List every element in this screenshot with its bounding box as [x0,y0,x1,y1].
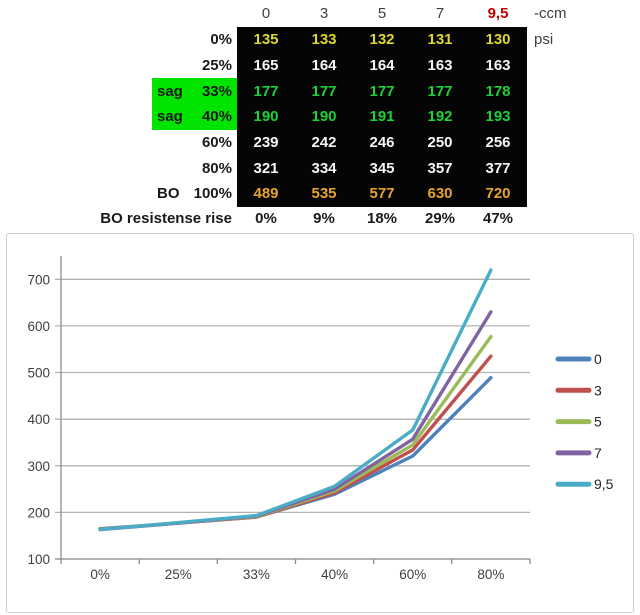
legend-item-5: 5 [555,414,602,430]
table-cell: 130 [485,31,511,49]
row-label: 0% [210,31,232,49]
table-cell: 345 [369,159,395,177]
table-row-bottom-out: BO 100% 489 535 577 630 720 [0,181,640,207]
x-tick-label: 25% [165,567,192,582]
chart-svg: 100 200 300 400 500 600 700 0% 25% 33% 40% 60% 80% 0 3… [27,256,614,582]
table-cell: 190 [311,108,337,126]
legend-item-7: 7 [555,445,602,461]
footer-cell: 9% [313,209,335,227]
table-row: 25% 165 164 164 163 163 [0,52,640,79]
x-tick-label: 0% [90,567,110,582]
table-cell: 193 [485,108,511,126]
ccm-unit-label: -ccm [534,5,567,22]
table-cell: 334 [311,159,337,177]
table-cell: 720 [485,185,511,203]
table-cell: 164 [311,57,337,75]
table-cell: 177 [311,82,337,100]
table-cell: 489 [253,185,279,203]
y-tick-label: 500 [27,366,50,381]
row-label: 60% [201,134,232,152]
table-cell: 630 [427,185,453,203]
table-cell: 177 [253,82,279,100]
column-header: 5 [377,5,387,22]
footer-cell: 0% [255,209,277,227]
row-label: 33% [201,82,232,100]
table-cell: 239 [253,134,279,152]
table-row-sag-40: sag 40% 190 190 191 192 193 [0,104,640,130]
footer-cell: 47% [482,209,514,227]
series-line-7 [98,310,493,532]
psi-unit-label: psi [534,31,554,49]
series-line-9,5 [98,268,493,532]
table-cell: 163 [485,57,511,75]
footer-cell: 29% [424,209,456,227]
column-header: 3 [319,5,329,22]
x-tick-label: 40% [321,567,348,582]
column-header: 7 [435,5,445,22]
line-chart: 100 200 300 400 500 600 700 0% 25% 33% 40% 60% 80% 0 3… [6,233,634,613]
table-cell: 190 [253,108,279,126]
table-cell: 246 [369,134,395,152]
table-cell: 256 [485,134,511,152]
table-row: 80% 321 334 345 357 377 [0,155,640,182]
row-prefix: BO [157,185,180,203]
table-cell: 377 [485,159,511,177]
legend-item-9,5: 9,5 [555,476,614,492]
table-footer-row: BO resistense rise 0% 9% 18% 29% 47% [0,207,640,230]
sag-highlight: sag 40% [152,104,237,130]
legend-label: 5 [594,414,602,430]
table-cell: 321 [253,159,279,177]
table-row-sag-33: sag 33% 177 177 177 177 178 [0,78,640,105]
legend-label: 3 [594,382,602,398]
column-header: 0 [261,5,271,22]
row-label: 25% [201,57,232,75]
table-cell: 177 [369,82,395,100]
table-cell: 535 [311,185,337,203]
table-cell: 250 [427,134,453,152]
table-cell: 164 [369,57,395,75]
table-cell: 165 [253,57,279,75]
y-tick-label: 300 [27,459,50,474]
table-cell: 577 [369,185,395,203]
row-prefix: sag [157,82,183,100]
table-header-row: 0 3 5 7 9,5 -ccm [0,0,640,27]
footer-cell: 18% [366,209,398,227]
table-cell: 132 [369,31,395,49]
y-tick-label: 400 [27,412,50,427]
table-cell: 177 [427,82,453,100]
legend-label: 7 [594,445,602,461]
row-prefix: sag [157,108,183,126]
row-label: 100% [193,185,232,203]
table-cell: 131 [427,31,453,49]
y-tick-label: 200 [27,505,50,520]
y-tick-label: 600 [27,319,50,334]
table-cell: 178 [485,82,511,100]
table-row: 60% 239 242 246 250 256 [0,129,640,156]
table-row: 0% 135 133 132 131 130 psi [0,27,640,53]
legend-item-3: 3 [555,382,602,398]
x-tick-label: 80% [477,567,504,582]
table-cell: 135 [253,31,279,49]
sag-highlight: sag 33% [152,78,237,105]
legend-item-0: 0 [555,351,602,367]
x-tick-label: 33% [243,567,270,582]
header-spacer [0,0,237,27]
column-header-accent: 9,5 [487,5,509,22]
table-cell: 163 [427,57,453,75]
table-cell: 357 [427,159,453,177]
table-cell: 192 [427,108,453,126]
row-label: 80% [201,159,232,177]
y-tick-label: 100 [27,552,50,567]
x-tick-label: 60% [399,567,426,582]
row-label: 40% [201,108,232,126]
legend-label: 0 [594,351,602,367]
footer-label: BO resistense rise [100,209,232,227]
table-cell: 191 [369,108,395,126]
table-cell: 242 [311,134,337,152]
legend-label: 9,5 [594,476,614,492]
y-tick-label: 700 [27,272,50,287]
pressure-table: 0 3 5 7 9,5 -ccm 0% 135 133 132 131 130 … [0,0,640,232]
table-cell: 133 [311,31,337,49]
